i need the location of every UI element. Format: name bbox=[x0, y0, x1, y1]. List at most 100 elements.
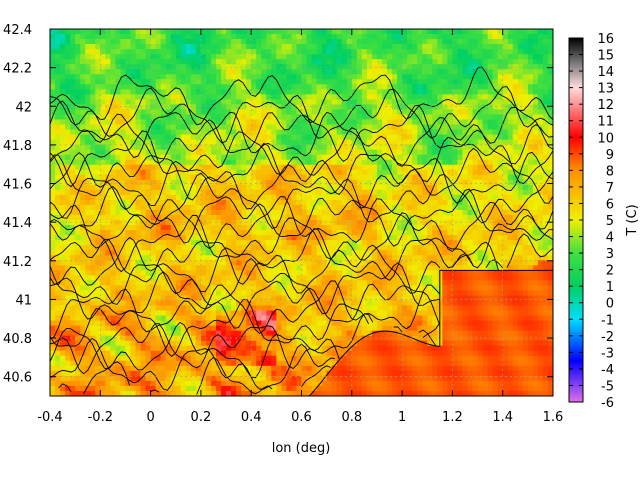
heatmap-cell bbox=[85, 209, 91, 216]
heatmap-cell bbox=[462, 255, 469, 261]
heatmap-cell bbox=[422, 184, 428, 191]
heatmap-cell bbox=[316, 79, 323, 85]
heatmap-cell bbox=[361, 89, 368, 95]
heatmap-cell bbox=[170, 240, 177, 246]
heatmap-cell bbox=[70, 245, 76, 251]
heatmap-cell bbox=[266, 109, 272, 116]
heatmap-cell bbox=[281, 64, 288, 70]
heatmap-cell bbox=[155, 149, 162, 156]
heatmap-cell bbox=[522, 94, 529, 100]
heatmap-cell bbox=[492, 84, 499, 90]
heatmap-cell bbox=[251, 154, 257, 161]
heatmap-cell bbox=[271, 94, 277, 100]
heatmap-cell bbox=[346, 199, 353, 206]
heatmap-cell bbox=[85, 194, 91, 201]
heatmap-cell bbox=[276, 109, 282, 116]
heatmap-cell bbox=[542, 209, 549, 216]
heatmap-cell bbox=[50, 44, 56, 50]
heatmap-cell bbox=[271, 149, 277, 156]
heatmap-cell bbox=[266, 44, 272, 50]
heatmap-cell bbox=[170, 255, 177, 261]
heatmap-cell bbox=[532, 179, 539, 186]
heatmap-cell bbox=[407, 64, 413, 70]
heatmap-cell bbox=[165, 94, 172, 100]
heatmap-cell bbox=[326, 89, 333, 95]
heatmap-cell bbox=[150, 94, 157, 100]
heatmap-cell bbox=[507, 114, 514, 121]
heatmap-cell bbox=[221, 119, 227, 126]
heatmap-cell bbox=[85, 29, 91, 35]
heatmap-cell bbox=[276, 204, 282, 211]
heatmap-cell bbox=[331, 129, 338, 136]
heatmap-cell bbox=[200, 49, 207, 55]
heatmap-cell bbox=[412, 134, 418, 141]
heatmap-cell bbox=[412, 29, 418, 35]
heatmap-cell bbox=[351, 79, 358, 85]
heatmap-cell bbox=[447, 64, 453, 70]
heatmap-cell bbox=[487, 215, 494, 221]
heatmap-cell bbox=[160, 255, 167, 261]
heatmap-cell bbox=[75, 235, 81, 241]
heatmap-cell bbox=[110, 194, 116, 201]
heatmap-cell bbox=[55, 144, 61, 151]
heatmap-cell bbox=[346, 114, 353, 121]
heatmap-cell bbox=[261, 194, 267, 201]
heatmap-cell bbox=[527, 240, 534, 246]
heatmap-cell bbox=[185, 159, 192, 166]
heatmap-cell bbox=[200, 144, 207, 151]
heatmap-cell bbox=[427, 169, 433, 176]
heatmap-cell bbox=[246, 209, 252, 216]
heatmap-cell bbox=[266, 199, 272, 206]
heatmap-cell bbox=[477, 94, 484, 100]
heatmap-cell bbox=[487, 54, 494, 60]
heatmap-cell bbox=[60, 54, 66, 60]
heatmap-cell bbox=[371, 230, 378, 236]
heatmap-cell bbox=[170, 124, 177, 131]
heatmap-cell bbox=[195, 94, 202, 100]
heatmap-cell bbox=[407, 230, 413, 236]
heatmap-cell bbox=[70, 220, 76, 226]
heatmap-cell bbox=[507, 84, 514, 90]
heatmap-cell bbox=[185, 215, 192, 221]
heatmap-cell bbox=[60, 250, 66, 256]
heatmap-cell bbox=[397, 235, 403, 241]
heatmap-cell bbox=[326, 265, 333, 271]
heatmap-cell bbox=[341, 245, 348, 251]
heatmap-cell bbox=[296, 64, 303, 70]
heatmap-cell bbox=[205, 64, 212, 70]
heatmap-cell bbox=[105, 230, 111, 236]
heatmap-cell bbox=[60, 149, 66, 156]
heatmap-cell bbox=[115, 114, 122, 121]
heatmap-cell bbox=[150, 39, 157, 45]
heatmap-cell bbox=[507, 275, 514, 281]
heatmap-cell bbox=[331, 240, 338, 246]
heatmap-cell bbox=[90, 84, 96, 90]
heatmap-cell bbox=[95, 184, 101, 191]
heatmap-cell bbox=[271, 270, 277, 276]
heatmap-cell bbox=[447, 44, 453, 50]
heatmap-cell bbox=[427, 69, 433, 75]
heatmap-cell bbox=[361, 109, 368, 116]
heatmap-cell bbox=[261, 34, 267, 40]
heatmap-cell bbox=[105, 94, 111, 100]
heatmap-cell bbox=[381, 104, 388, 111]
heatmap-cell bbox=[442, 144, 448, 151]
heatmap-cell bbox=[281, 220, 288, 226]
heatmap-cell bbox=[241, 149, 247, 156]
heatmap-cell bbox=[457, 270, 464, 276]
heatmap-cell bbox=[326, 245, 333, 251]
heatmap-cell bbox=[75, 230, 81, 236]
heatmap-cell bbox=[462, 69, 469, 75]
heatmap-cell bbox=[221, 74, 227, 80]
heatmap-cell bbox=[412, 64, 418, 70]
heatmap-cell bbox=[180, 270, 187, 276]
heatmap-cell bbox=[417, 74, 423, 80]
heatmap-cell bbox=[387, 230, 393, 236]
heatmap-cell bbox=[482, 270, 489, 276]
heatmap-cell bbox=[412, 215, 418, 221]
heatmap-cell bbox=[185, 225, 192, 231]
heatmap-cell bbox=[75, 119, 81, 126]
heatmap-cell bbox=[281, 79, 288, 85]
heatmap-cell bbox=[50, 245, 56, 251]
heatmap-cell bbox=[231, 54, 237, 60]
